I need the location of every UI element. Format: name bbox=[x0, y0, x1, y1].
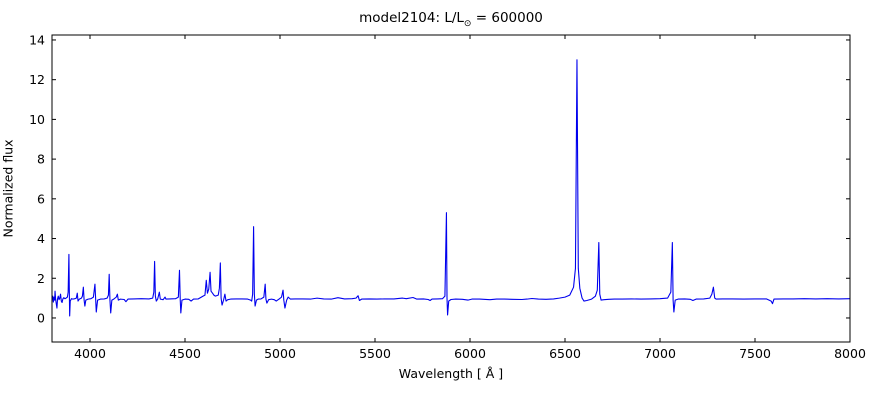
x-tick-label: 5000 bbox=[264, 346, 296, 361]
sun-symbol-subscript: ⊙ bbox=[463, 19, 472, 29]
plot-border bbox=[51, 34, 851, 343]
y-tick-label: 0 bbox=[37, 310, 45, 325]
y-tick-label: 4 bbox=[37, 231, 45, 246]
spectrum-line bbox=[52, 59, 850, 317]
x-tick-label: 6500 bbox=[549, 346, 581, 361]
x-axis-label: Wavelength [ Å ] bbox=[398, 366, 504, 381]
x-tick-label: 8000 bbox=[834, 346, 866, 361]
x-tick-label: 7000 bbox=[644, 346, 676, 361]
chart-title-suffix: = 600000 bbox=[471, 10, 543, 26]
y-tick-label: 10 bbox=[29, 112, 45, 127]
chart-title-prefix: model2104: L/L bbox=[359, 10, 464, 26]
chart-title: model2104: L/L⊙ = 600000 bbox=[52, 10, 850, 29]
y-tick-label: 8 bbox=[37, 152, 45, 167]
x-tick-label: 4500 bbox=[169, 346, 201, 361]
y-tick-label: 12 bbox=[29, 72, 45, 87]
y-axis-label: Normalized flux bbox=[0, 139, 16, 238]
y-tick-label: 14 bbox=[29, 32, 45, 47]
y-tick-label: 2 bbox=[37, 271, 45, 286]
x-tick-label: 6000 bbox=[454, 346, 486, 361]
x-tick-label: 5500 bbox=[359, 346, 391, 361]
x-tick-label: 4000 bbox=[74, 346, 106, 361]
y-tick-label: 6 bbox=[37, 191, 45, 206]
x-tick-label: 7500 bbox=[739, 346, 771, 361]
